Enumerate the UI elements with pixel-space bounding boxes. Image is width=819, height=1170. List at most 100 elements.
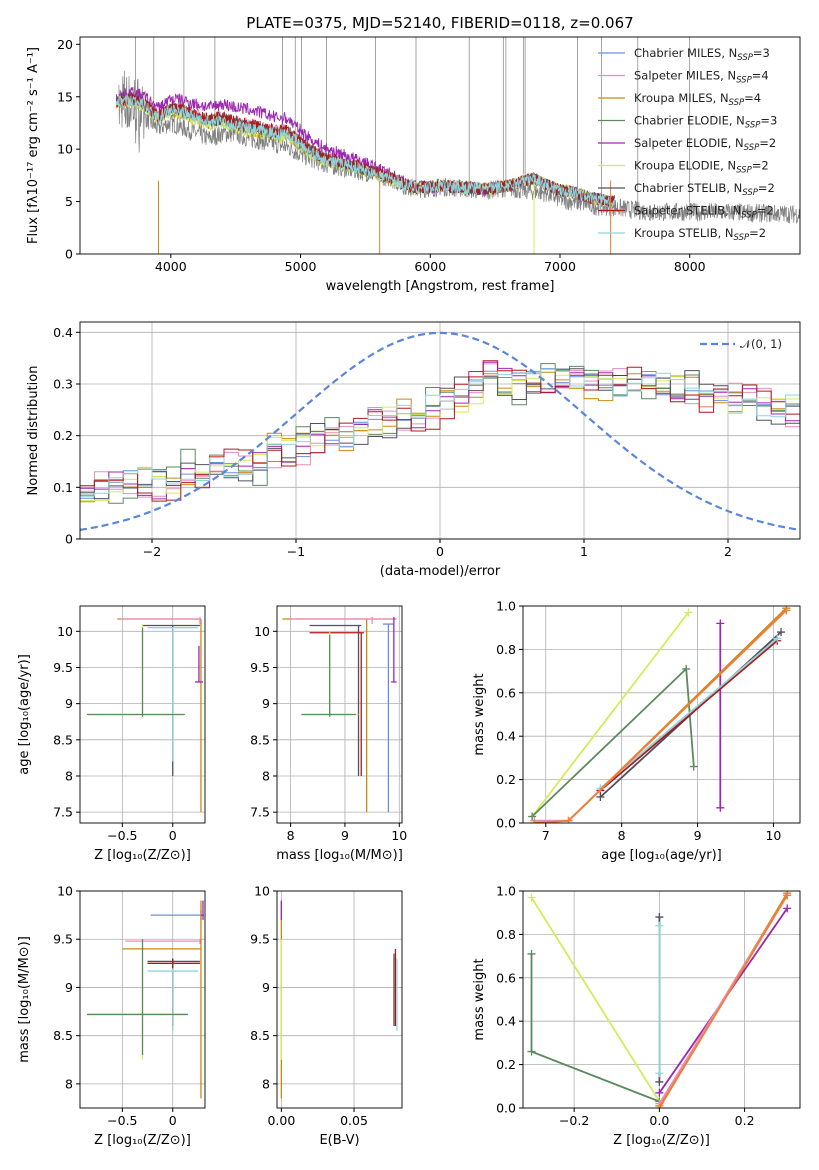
data-point-marker [655, 913, 664, 922]
data-point-marker [528, 812, 537, 821]
mass-weight-line [599, 640, 778, 792]
tick-label-y: 7.5 [250, 805, 270, 820]
legend-text: Chabrier MILES, N [634, 46, 737, 60]
tick-label-y: 0.6 [496, 685, 516, 700]
tick-label-y: 10 [254, 624, 270, 639]
tick-label-x: 0.0 [649, 1113, 669, 1128]
legend-text: Kroupa MILES, N [634, 91, 729, 105]
mass-weight-line [531, 611, 690, 818]
age-vs-Z-panel: −0.5 0 7.5 8 8.5 9 9.5 10 Z [log₁₀(Z/Z⊙)] age [lo… [17, 605, 206, 863]
tick-label-x: 10 [391, 828, 407, 843]
tick-label-x: 8000 [674, 259, 706, 274]
y-axis-label: mass weight [472, 673, 487, 755]
axes-frame [276, 605, 403, 824]
legend-subscript: SSP [745, 121, 761, 131]
data-point-marker [684, 608, 693, 617]
mass-weight-line [530, 953, 660, 1103]
tick-label-y: 1.0 [496, 884, 516, 899]
tick-label-y: 0.2 [53, 428, 73, 443]
spectrum-panel: 4000 5000 6000 7000 8000 0 5 10 15 20 wavelength [… [26, 14, 801, 294]
tick-label-y: 9.5 [250, 660, 270, 675]
chart-title: PLATE=0375, MJD=52140, FIBERID=0118, z=0… [246, 14, 633, 32]
tick-label-y: 0.2 [496, 1057, 516, 1072]
tick-label-x: 8 [618, 828, 626, 843]
tick-label-x: 9 [341, 828, 349, 843]
y-axis-label: age [log₁₀(age/yr)] [17, 654, 32, 775]
mass-weight-line [531, 666, 695, 818]
legend-subscript: SSP [744, 143, 760, 153]
observed-spectrum [118, 37, 800, 224]
y-axis-label: Normed distribution [26, 366, 41, 496]
legend-label: Kroupa MILES, NSSP=4 [634, 91, 761, 108]
mass-weight-line [534, 609, 787, 823]
tick-label-y: 8.5 [53, 1028, 73, 1043]
x-axis-label: Z [log₁₀(Z/Z⊙)] [94, 848, 191, 863]
legend-text: Salpeter ELODIE, N [634, 136, 744, 150]
plot-area [87, 900, 204, 1099]
data-point-marker [564, 816, 573, 823]
hist-step-kroupa-stelib [80, 368, 800, 539]
legend-label: Salpeter STELIB, NSSP=2 [634, 204, 774, 221]
x-axis-label: wavelength [Angstrom, rest frame] [326, 279, 555, 294]
tick-label-x: 0 [169, 828, 177, 843]
hist-step-salpeter-elodie [80, 361, 800, 539]
legend-text: Chabrier STELIB, N [634, 181, 742, 195]
legend-label: Chabrier ELODIE, NSSP=3 [634, 114, 777, 131]
tick-label-y: 1.0 [496, 599, 516, 614]
data-point-marker [655, 1088, 664, 1097]
data-point-marker [530, 819, 539, 823]
tick-label-x: 0 [169, 1113, 177, 1128]
x-axis-label: (data-model)/error [380, 564, 501, 579]
tick-label-y: 9.5 [53, 932, 73, 947]
legend-text: Chabrier ELODIE, N [634, 114, 745, 128]
legend-text: Kroupa STELIB, N [634, 226, 734, 240]
data-point-marker [527, 1047, 536, 1056]
data-point-marker [783, 904, 792, 913]
legend-text: Kroupa ELODIE, N [634, 159, 736, 173]
legend-count: =2 [752, 159, 769, 173]
tick-label-y: 0.4 [496, 1014, 516, 1029]
data-point-marker [527, 893, 536, 902]
legend-count: =3 [760, 114, 777, 128]
tick-label-x: −0.5 [107, 1113, 137, 1128]
tick-label-y: 0 [65, 532, 73, 547]
data-point-marker [655, 1069, 664, 1078]
tick-label-x: 9 [694, 828, 702, 843]
hist-step-chabrier-stelib [80, 368, 800, 539]
tick-label-y: 0.8 [496, 927, 516, 942]
legend-text: Salpeter STELIB, N [634, 204, 741, 218]
legend-subscript: SSP [734, 233, 750, 243]
tick-label-y: 0.4 [53, 325, 73, 340]
axes-frame [79, 321, 801, 540]
legend-label: Salpeter ELODIE, NSSP=2 [634, 136, 776, 153]
tick-label-y: 9 [262, 696, 270, 711]
tick-label-x: 0.2 [735, 1113, 755, 1128]
legend-count: =2 [757, 204, 774, 218]
legend-count: =3 [753, 46, 770, 60]
model-spectrum-kroupa-stelib [115, 92, 615, 209]
tick-label-x: 8 [287, 828, 295, 843]
tick-label-x: 7 [542, 828, 550, 843]
tick-label-x: −1 [287, 544, 305, 559]
legend-label: Kroupa ELODIE, NSSP=2 [634, 159, 769, 176]
tick-label-x: 4000 [155, 259, 187, 274]
hist-step-salpeter-miles [80, 363, 800, 539]
data-point-marker [782, 606, 791, 615]
tick-label-x: 1 [580, 544, 588, 559]
plot-area [280, 900, 398, 1099]
y-axis-label: Flux [fλ10⁻¹⁷ erg cm⁻² s⁻¹ A⁻¹] [26, 47, 41, 244]
tick-label-y: 15 [57, 89, 73, 104]
tick-label-x: 6000 [414, 259, 446, 274]
mass-vs-Z-panel: −0.5 0 8 8.5 9 9.5 10 Z [log₁₀(Z/Z⊙)] mass [log₁… [17, 884, 206, 1148]
tick-label-y: 9 [262, 980, 270, 995]
tick-label-y: 0.0 [496, 1101, 516, 1116]
mass-weight-line [658, 894, 788, 1108]
mass-weight-line [599, 637, 778, 789]
mass-vs-EBV-panel: 0.00 0.05 8 8.5 9 9.5 10 E(B-V) [250, 884, 403, 1148]
axes-frame [79, 605, 206, 824]
data-point-marker [773, 634, 782, 643]
legend-subscript: SSP [737, 53, 753, 63]
tick-label-x: 0.00 [267, 1113, 295, 1128]
